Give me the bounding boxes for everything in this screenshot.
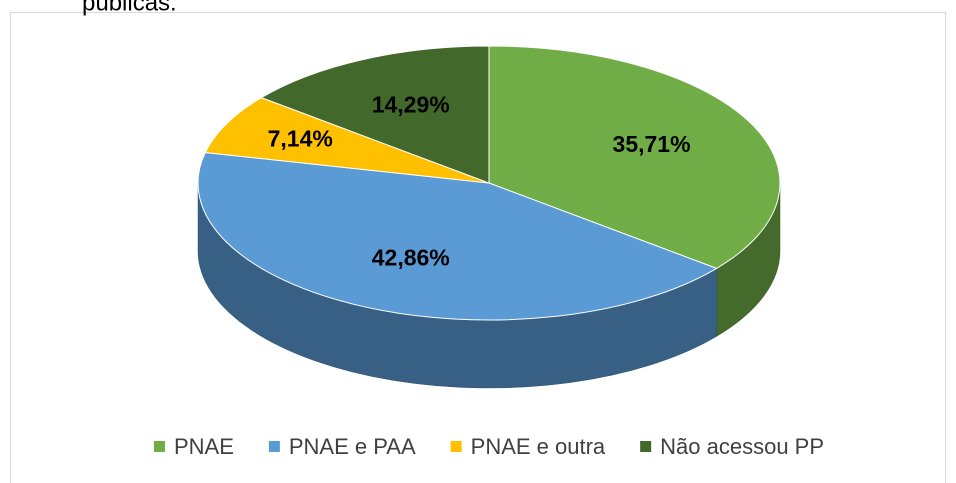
- legend-label: Não acessou PP: [660, 434, 824, 459]
- legend-swatch: [153, 441, 165, 452]
- data-label: 14,29%: [372, 92, 450, 118]
- data-label: 35,71%: [613, 131, 691, 157]
- slice: [204, 97, 490, 184]
- slice: [197, 151, 718, 321]
- chart-frame: [10, 12, 946, 483]
- legend-swatch: [268, 441, 280, 452]
- slice: [488, 45, 781, 269]
- legend-label: PNAE e outra: [471, 434, 606, 459]
- legend-swatch: [450, 441, 462, 452]
- data-label: 7,14%: [268, 125, 333, 151]
- legend-label: PNAE: [174, 434, 234, 459]
- data-label: 42,86%: [372, 245, 450, 271]
- legend-swatch: [640, 441, 652, 452]
- legend-label: PNAE e PAA: [289, 434, 416, 459]
- slice: [260, 45, 490, 184]
- text-above: públicas.: [82, 0, 177, 16]
